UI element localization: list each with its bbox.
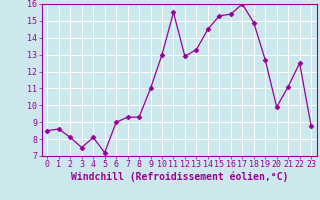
- X-axis label: Windchill (Refroidissement éolien,°C): Windchill (Refroidissement éolien,°C): [70, 172, 288, 182]
